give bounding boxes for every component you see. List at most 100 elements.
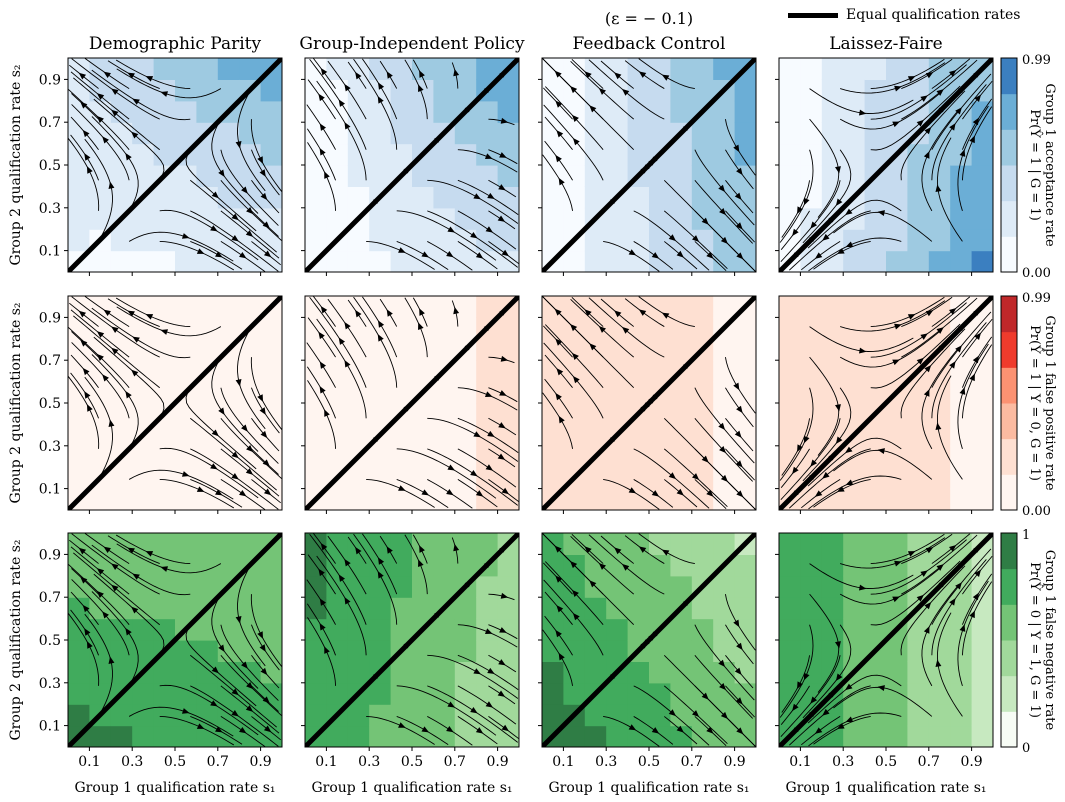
heatmap-cell (628, 597, 650, 619)
y-axis-label: Group 2 qualification rate s₂ (8, 64, 24, 265)
heatmap-cell (692, 619, 714, 641)
x-tick-label: 0.1 (78, 754, 100, 770)
heatmap-cell (865, 554, 887, 576)
x-tick-label: 0.1 (552, 754, 574, 770)
heatmap-cell (886, 251, 908, 273)
heatmap-cell (89, 208, 111, 230)
heatmap-cell (563, 489, 585, 511)
heatmap-cell (412, 101, 434, 123)
heatmap-cell (132, 165, 154, 187)
colorbar-band (1001, 296, 1017, 332)
heatmap-cell (800, 317, 822, 339)
heatmap-cell (111, 489, 133, 511)
heatmap-cell (154, 144, 176, 166)
heatmap-cell (649, 576, 671, 598)
heatmap-cell (670, 165, 692, 187)
heatmap-cell (196, 229, 218, 251)
heatmap-cell (348, 726, 370, 748)
heatmap-cell (649, 446, 671, 468)
heatmap-cell (175, 251, 197, 273)
heatmap-cell (800, 79, 822, 101)
heatmap-cell (886, 296, 908, 318)
heatmap-cell (929, 208, 951, 230)
heatmap-cell (433, 317, 455, 339)
heatmap-cell (305, 122, 327, 144)
heatmap-cell (391, 726, 413, 748)
heatmap-cell (175, 360, 197, 382)
heatmap-cell (68, 640, 90, 662)
heatmap-cell (412, 58, 434, 80)
heatmap-cell (175, 296, 197, 318)
heatmap-cell (305, 576, 327, 598)
heatmap-cell (348, 251, 370, 273)
heatmap-cell (606, 446, 628, 468)
heatmap-cell (391, 144, 413, 166)
heatmap-cell (800, 339, 822, 361)
heatmap-cell (239, 360, 261, 382)
heatmap-cell (89, 382, 111, 404)
heatmap-cell (800, 122, 822, 144)
heatmap-cell (843, 726, 865, 748)
y-tick-label: 0.5 (39, 158, 61, 174)
heatmap-cell (822, 186, 844, 208)
heatmap-cell (476, 597, 498, 619)
heatmap-cell (391, 186, 413, 208)
colorbar-band (1001, 533, 1017, 569)
heatmap-cell (972, 165, 994, 187)
heatmap-cell (563, 144, 585, 166)
colorbar-formula: Pr(Ŷ = 0 | Y = 1, G = 1) (1027, 562, 1043, 718)
heatmap-cell (735, 101, 757, 123)
heatmap-cell (239, 576, 261, 598)
heatmap-cell (348, 424, 370, 446)
x-tick-label: 0.3 (121, 754, 143, 770)
heatmap-cell (196, 251, 218, 273)
heatmap-cell (865, 296, 887, 318)
heatmap-cell (843, 58, 865, 80)
heatmap-cell (628, 683, 650, 705)
heatmap-cell (196, 144, 218, 166)
colorbar-band (1001, 439, 1017, 475)
heatmap-cell (326, 251, 348, 273)
colorbar-title: Group 1 false positive rate (1042, 315, 1057, 491)
heatmap-cell (779, 101, 801, 123)
heatmap-cell (779, 424, 801, 446)
heatmap-cell (348, 382, 370, 404)
heatmap-cell (369, 446, 391, 468)
heatmap-cell (433, 144, 455, 166)
heatmap-cell (585, 424, 607, 446)
heatmap-cell (692, 144, 714, 166)
heatmap-cell (89, 251, 111, 273)
heatmap-cell (606, 165, 628, 187)
heatmap-cell (585, 640, 607, 662)
heatmap-cell (175, 661, 197, 683)
heatmap-cell (455, 489, 477, 511)
heatmap-cell (68, 661, 90, 683)
heatmap-cell (585, 186, 607, 208)
heatmap-cell (455, 186, 477, 208)
heatmap-cell (886, 58, 908, 80)
heatmap-cell (907, 661, 929, 683)
heatmap-cell (563, 726, 585, 748)
column-title: Demographic Parity (89, 34, 262, 54)
colorbar-min-label: 0.00 (1022, 266, 1051, 281)
heatmap-cell (822, 403, 844, 425)
heatmap-cell (649, 467, 671, 489)
heatmap-cell (239, 165, 261, 187)
colorbar-row-1: 0.990.00Group 1 false positive ratePr(Ŷ … (1001, 291, 1057, 519)
heatmap-cell (175, 58, 197, 80)
heatmap-cell (713, 296, 735, 318)
heatmap-cell (175, 489, 197, 511)
heatmap-cell (929, 683, 951, 705)
heatmap-cell (154, 58, 176, 80)
heatmap-cell (606, 467, 628, 489)
heatmap-cell (972, 489, 994, 511)
heatmap-cell (563, 640, 585, 662)
colorbar-title: Group 1 false negative rate (1042, 550, 1057, 731)
heatmap-cell (175, 683, 197, 705)
heatmap-cell (369, 619, 391, 641)
heatmap-cell (585, 661, 607, 683)
colorbar-band (1001, 165, 1017, 201)
heatmap-cell (412, 403, 434, 425)
heatmap-cell (412, 597, 434, 619)
heatmap-cell (779, 403, 801, 425)
